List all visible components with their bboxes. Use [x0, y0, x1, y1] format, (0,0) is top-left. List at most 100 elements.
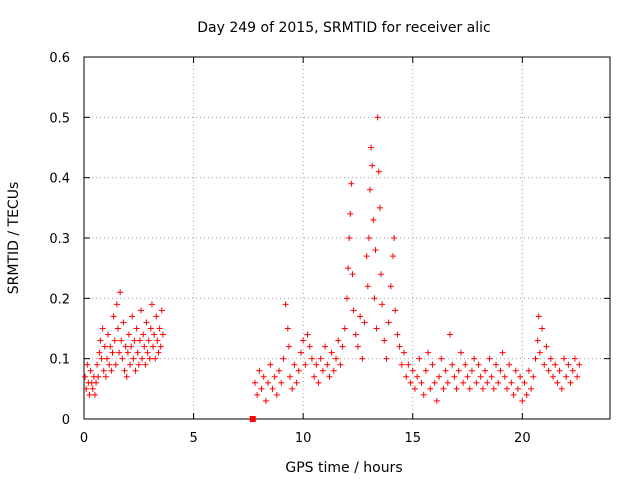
data-point	[293, 379, 300, 386]
data-point	[354, 343, 361, 350]
data-point	[532, 355, 539, 362]
data-point	[383, 355, 390, 362]
data-point	[95, 373, 102, 380]
data-point	[349, 271, 356, 278]
x-tick-label: 20	[514, 431, 531, 446]
data-point	[120, 319, 127, 326]
data-point	[567, 379, 574, 386]
data-point	[514, 385, 521, 392]
data-point	[330, 367, 337, 374]
data-point	[145, 337, 152, 344]
data-point	[114, 325, 121, 332]
data-point	[136, 337, 143, 344]
data-point	[370, 216, 377, 223]
data-point	[83, 385, 90, 392]
data-point	[464, 373, 471, 380]
data-point	[258, 385, 265, 392]
data-point	[151, 331, 158, 338]
data-point	[123, 373, 130, 380]
data-point	[251, 379, 258, 386]
data-point	[449, 361, 456, 368]
data-point	[127, 361, 134, 368]
data-point	[387, 283, 394, 290]
data-point	[155, 349, 162, 356]
x-tick-label: 10	[295, 431, 312, 446]
data-point	[372, 247, 379, 254]
data-point	[269, 385, 276, 392]
data-point	[471, 355, 478, 362]
data-point	[490, 385, 497, 392]
data-point	[517, 373, 524, 380]
data-point	[282, 301, 289, 308]
data-point	[422, 367, 429, 374]
data-point	[146, 355, 153, 362]
data-point	[94, 361, 101, 368]
y-tick-label: 0.1	[49, 353, 70, 368]
data-point	[447, 331, 454, 338]
y-tick-label: 0.2	[49, 292, 70, 307]
y-tick-label: 0	[62, 413, 70, 428]
data-point	[254, 391, 261, 398]
data-point	[89, 385, 96, 392]
data-point	[109, 349, 116, 356]
data-point	[371, 295, 378, 302]
data-point	[427, 385, 434, 392]
data-point	[265, 379, 272, 386]
data-point	[436, 373, 443, 380]
data-point	[576, 361, 583, 368]
data-point	[407, 379, 414, 386]
data-point	[416, 355, 423, 362]
data-point	[374, 114, 381, 121]
data-point	[124, 349, 131, 356]
data-point	[574, 373, 581, 380]
data-point	[501, 373, 508, 380]
data-point	[113, 301, 120, 308]
data-point	[97, 337, 104, 344]
data-point	[525, 367, 532, 374]
data-point	[364, 283, 371, 290]
data-point	[569, 367, 576, 374]
data-point	[396, 343, 403, 350]
data-points	[82, 114, 583, 422]
data-point	[304, 331, 311, 338]
data-point	[519, 397, 526, 404]
data-point	[462, 361, 469, 368]
data-point	[107, 343, 114, 350]
data-point	[156, 325, 163, 332]
data-point	[93, 379, 100, 386]
data-point	[134, 349, 141, 356]
data-point	[418, 379, 425, 386]
data-point	[363, 253, 370, 260]
data-point	[135, 361, 142, 368]
data-point	[313, 361, 320, 368]
grid	[84, 57, 610, 419]
data-point	[117, 289, 124, 296]
data-point	[143, 319, 150, 326]
data-point	[560, 355, 567, 362]
data-point	[150, 343, 157, 350]
data-point	[543, 343, 550, 350]
data-point	[139, 355, 146, 362]
data-point	[347, 210, 354, 217]
data-point	[116, 349, 123, 356]
data-point	[457, 349, 464, 356]
data-point	[390, 253, 397, 260]
data-point	[405, 361, 412, 368]
data-point	[444, 379, 451, 386]
x-tick-label: 5	[189, 431, 197, 446]
data-point	[381, 337, 388, 344]
data-point	[148, 301, 155, 308]
data-point	[267, 361, 274, 368]
data-point	[431, 379, 438, 386]
data-point	[552, 361, 559, 368]
data-point	[82, 373, 89, 380]
data-point	[110, 313, 117, 320]
data-point	[308, 355, 315, 362]
data-point	[133, 325, 140, 332]
data-point	[506, 361, 513, 368]
data-point	[565, 361, 572, 368]
data-point	[140, 331, 147, 338]
data-point	[102, 373, 109, 380]
data-point	[287, 373, 294, 380]
data-point	[122, 343, 129, 350]
